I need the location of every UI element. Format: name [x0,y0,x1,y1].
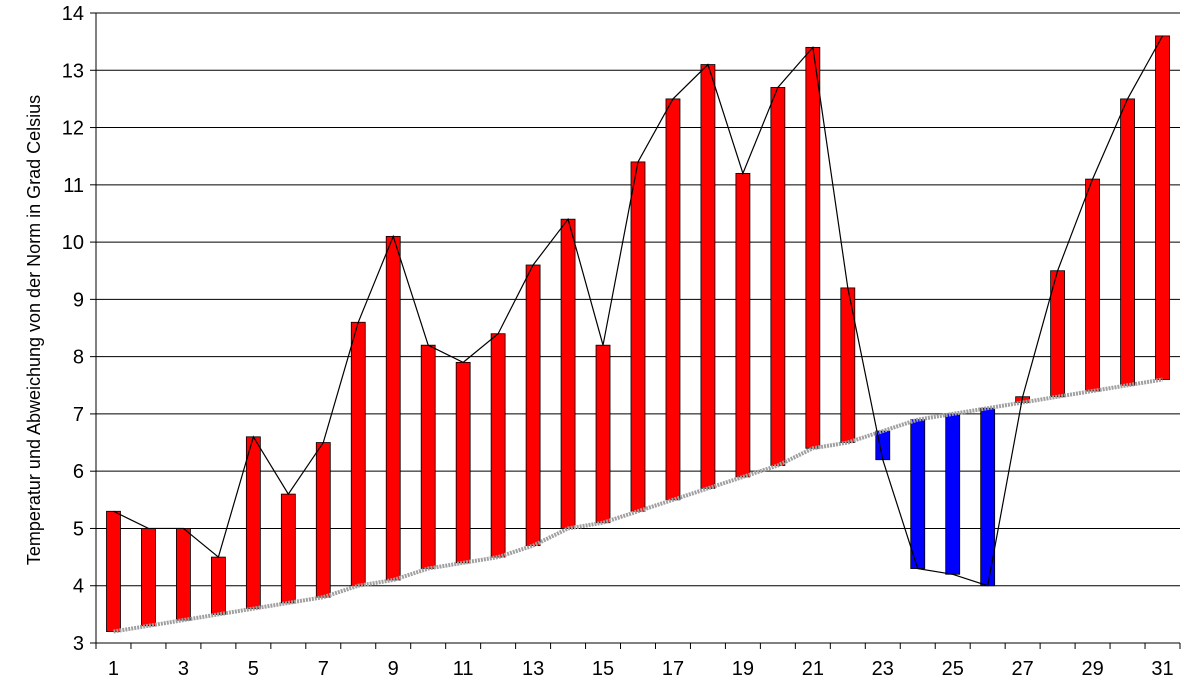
y-tick-label: 7 [73,404,84,426]
x-tick-label: 19 [732,658,754,680]
deviation-bar [1155,35,1170,380]
norm-layer [113,377,1163,634]
x-tick-label: 9 [388,658,399,680]
y-tick-label: 14 [62,3,84,25]
y-axis-title: Temperatur und Abweichung von der Norm i… [24,95,44,565]
deviation-bar [176,528,191,621]
deviation-bar [595,344,611,524]
bars-layer [106,35,1170,632]
temperature-line [113,35,1164,587]
y-tick-label: 12 [62,118,84,140]
deviation-bar [910,419,926,569]
x-tick-label: 3 [178,658,189,680]
x-tick-label: 7 [318,658,329,680]
deviation-bar [665,98,681,501]
y-tick-label: 3 [73,633,84,655]
x-tick-label: 23 [872,658,894,680]
x-tick-label: 25 [942,658,964,680]
y-tick-label: 8 [73,347,84,369]
deviation-bar [805,46,821,449]
deviation-bar [385,235,401,581]
deviation-bar [210,556,226,615]
x-tick-label: 29 [1081,658,1103,680]
x-tick-label: 15 [592,658,614,680]
deviation-bar [735,172,751,478]
y-tick-label: 11 [63,175,84,197]
deviation-bar [630,161,646,512]
deviation-bar [560,218,576,529]
deviation-bar [700,64,716,489]
deviation-bar [770,87,786,466]
deviation-bar [141,528,156,627]
deviation-bar [490,333,506,558]
y-tick-label: 10 [62,232,84,254]
deviation-bar [525,264,541,547]
deviation-bar [420,344,436,569]
y-tick-label: 13 [62,60,84,82]
x-tick-label: 1 [108,658,119,680]
y-tick-label: 9 [73,289,84,311]
x-tick-label: 17 [662,658,684,680]
x-tick-label: 13 [522,658,544,680]
deviation-bar [1120,98,1135,386]
x-tick-label: 21 [802,658,824,680]
axes-layer [90,12,1181,649]
deviation-bar [245,436,261,610]
deviation-bar [350,321,366,587]
y-tick-label: 5 [73,518,84,540]
x-tick-label: 5 [248,658,259,680]
norm-line [113,377,1163,634]
line-layer [113,35,1164,587]
x-tick-label: 31 [1151,658,1173,680]
y-tick-label: 6 [73,461,84,483]
deviation-bar [1085,178,1100,392]
deviation-bar [280,493,296,604]
x-tick-label: 11 [453,658,474,680]
deviation-bar [106,510,121,632]
deviation-bar [455,361,471,564]
x-tick-label: 27 [1012,658,1034,680]
deviation-bar [945,413,961,575]
y-tick-label: 4 [73,576,84,598]
deviation-bar [315,442,331,598]
